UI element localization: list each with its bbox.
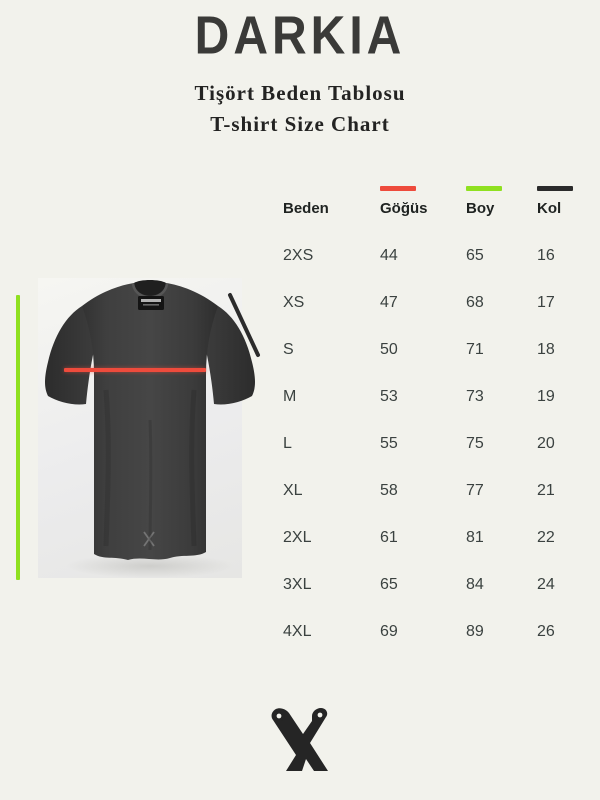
brand-logo-wordmark: DARKIA [194, 6, 406, 67]
table-row: XS 47 68 17 [283, 294, 583, 341]
header-gogus: Göğüs [380, 200, 428, 217]
size-chart-table: Beden Göğüs Boy Kol 2XS 44 65 16 XS 47 6… [283, 186, 583, 670]
cell-gogus: 50 [380, 341, 398, 358]
cell-boy: 89 [466, 623, 484, 640]
tshirt-hem-x-logo [143, 531, 155, 547]
swatch-sleeve-dark [537, 186, 573, 191]
table-row: 4XL 69 89 26 [283, 623, 583, 670]
darkia-x-mark-icon [271, 708, 328, 771]
cell-boy: 71 [466, 341, 484, 358]
sleeve-measure-line [228, 293, 260, 357]
cell-gogus: 69 [380, 623, 398, 640]
header-beden: Beden [283, 200, 329, 217]
tshirt-illustration-panel [0, 270, 280, 590]
cell-beden: 3XL [283, 576, 312, 593]
cell-gogus: 61 [380, 529, 398, 546]
cell-gogus: 47 [380, 294, 398, 311]
cell-kol: 20 [537, 435, 555, 452]
table-row: 2XL 61 81 22 [283, 529, 583, 576]
tshirt-fabric-folds [103, 389, 197, 551]
header-kol: Kol [537, 200, 562, 217]
cell-beden: 2XL [283, 529, 312, 546]
tshirt-right-sleeve [200, 306, 255, 405]
header-boy: Boy [466, 200, 495, 217]
cell-kol: 24 [537, 576, 555, 593]
cell-kol: 21 [537, 482, 555, 499]
cell-beden: 2XS [283, 247, 314, 264]
chest-measure-line [64, 368, 206, 372]
logo-right-eye [317, 712, 323, 718]
footer-logo-container [0, 703, 600, 782]
cell-boy: 75 [466, 435, 484, 452]
table-row: M 53 73 19 [283, 388, 583, 435]
cell-gogus: 44 [380, 247, 398, 264]
length-measure-line [16, 295, 20, 580]
logo-left-eye [276, 713, 282, 719]
cell-beden: XS [283, 294, 305, 311]
table-row: XL 58 77 21 [283, 482, 583, 529]
tshirt-neck-label [138, 296, 164, 310]
tshirt-graphic [45, 280, 255, 578]
cell-boy: 84 [466, 576, 484, 593]
cell-kol: 26 [537, 623, 555, 640]
neck-label-brand-text [141, 299, 161, 302]
cell-gogus: 58 [380, 482, 398, 499]
column-color-swatches [283, 186, 583, 200]
cell-beden: 4XL [283, 623, 312, 640]
cell-gogus: 65 [380, 576, 398, 593]
cell-kol: 22 [537, 529, 555, 546]
cell-gogus: 55 [380, 435, 398, 452]
cell-boy: 65 [466, 247, 484, 264]
cell-boy: 73 [466, 388, 484, 405]
tshirt-body [82, 283, 218, 560]
page-header: DARKIA Tişört Beden Tablosu T-shirt Size… [0, 0, 600, 138]
subtitle-english: T-shirt Size Chart [210, 112, 390, 137]
cell-boy: 81 [466, 529, 484, 546]
table-header-row: Beden Göğüs Boy Kol [283, 200, 583, 247]
swatch-chest-red [380, 186, 416, 191]
cell-kol: 16 [537, 247, 555, 264]
tshirt-collar [134, 280, 166, 296]
cell-beden: L [283, 435, 292, 452]
table-row: 3XL 65 84 24 [283, 576, 583, 623]
swatch-length-green [466, 186, 502, 191]
cell-boy: 77 [466, 482, 484, 499]
cell-kol: 18 [537, 341, 555, 358]
cell-gogus: 53 [380, 388, 398, 405]
cell-boy: 68 [466, 294, 484, 311]
tshirt-drop-shadow [66, 554, 234, 578]
tshirt-left-sleeve [45, 306, 100, 405]
cell-kol: 19 [537, 388, 555, 405]
table-row: S 50 71 18 [283, 341, 583, 388]
neck-label-sub-text [143, 304, 159, 306]
cell-kol: 17 [537, 294, 555, 311]
cell-beden: S [283, 341, 294, 358]
table-row: L 55 75 20 [283, 435, 583, 482]
cell-beden: M [283, 388, 297, 405]
table-row: 2XS 44 65 16 [283, 247, 583, 294]
subtitle-turkish: Tişört Beden Tablosu [194, 81, 406, 105]
cell-beden: XL [283, 482, 303, 499]
